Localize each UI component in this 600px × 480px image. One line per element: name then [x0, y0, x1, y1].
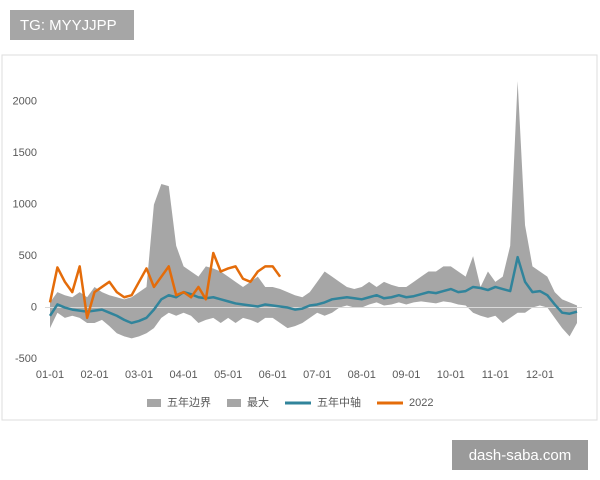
- watermark: dash-saba.com: [469, 447, 572, 464]
- x-tick-label: 08-01: [348, 369, 376, 381]
- y-tick-label: 1500: [13, 147, 37, 159]
- series-line: [48, 251, 282, 320]
- legend-swatch: [227, 399, 241, 407]
- badge-box: [10, 10, 134, 40]
- x-tick-label: 11-01: [482, 369, 509, 381]
- x-tick-label: 05-01: [214, 369, 242, 381]
- badge: TG: MYYJJPP: [20, 17, 117, 34]
- y-tick-label: 500: [19, 250, 37, 262]
- x-tick-label: 03-01: [125, 369, 153, 381]
- chart-frame: [1, 54, 598, 421]
- legend-swatch: [147, 399, 161, 407]
- legend-label: 2022: [409, 397, 433, 409]
- x-tick-label: 01-01: [36, 369, 64, 381]
- y-tick-label: -500: [15, 353, 37, 365]
- legend-label: 最大: [247, 395, 269, 409]
- x-tick-label: 10-01: [437, 369, 465, 381]
- watermark-box: [452, 440, 588, 470]
- y-tick-label: 1000: [13, 199, 37, 211]
- x-tick-label: 09-01: [392, 369, 420, 381]
- x-tick-label: 04-01: [170, 369, 198, 381]
- y-tick-label: 2000: [13, 96, 37, 108]
- x-tick-label: 12-01: [526, 369, 554, 381]
- x-tick-label: 02-01: [80, 369, 108, 381]
- band-area: [50, 81, 577, 339]
- legend-label: 五年边界: [167, 395, 211, 409]
- y-tick-label: 0: [31, 301, 37, 313]
- series-line: [48, 255, 578, 325]
- x-tick-label: 06-01: [259, 369, 287, 381]
- legend-label: 五年中轴: [317, 395, 361, 409]
- x-tick-label: 07-01: [303, 369, 331, 381]
